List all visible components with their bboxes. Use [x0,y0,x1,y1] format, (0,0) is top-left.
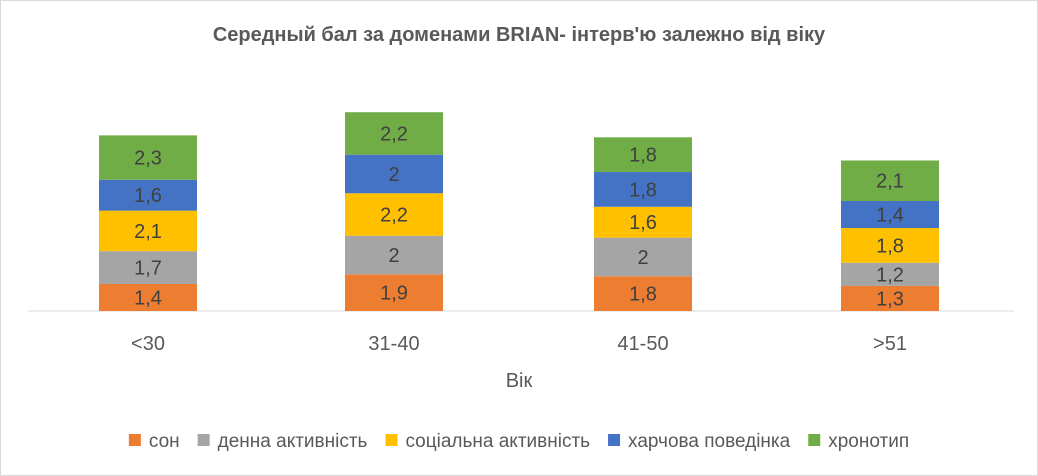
bar-segment [345,112,443,155]
legend-swatch-3 [385,434,398,446]
x-tick-label: <30 [131,333,165,355]
legend-label-3: соціальна активність [405,431,590,452]
bar-segment [99,283,197,311]
data-label: 2,2 [380,205,408,227]
bar-segment [841,262,939,286]
legend-swatch-4 [608,434,621,446]
x-tick-label: 31-40 [368,333,419,355]
bar-segment [594,172,692,207]
bar-segment [345,154,443,194]
data-label: 1,6 [629,212,657,234]
chart-title: Середный бал за доменами BRIAN- інтерв'ю… [213,24,826,46]
legend-swatch-5 [808,434,821,446]
data-label: 1,8 [629,145,657,167]
data-label: 1,8 [629,179,657,201]
bar-segment [345,235,443,275]
bar-segment [99,251,197,284]
data-label: 1,4 [134,287,162,309]
bar-segment [841,160,939,201]
bar-segment [841,200,939,229]
data-label: 1,8 [629,284,657,306]
data-label: 1,9 [380,283,408,305]
bar-segment [594,237,692,277]
data-label: 2,1 [134,221,162,243]
bar-segment [841,228,939,263]
data-label: 2 [388,164,399,186]
legend-label-1: сон [149,431,180,452]
data-label: 2 [637,247,648,269]
data-label: 1,2 [876,264,904,286]
data-label: 1,3 [876,288,904,310]
data-label: 2,2 [380,123,408,145]
x-tick-labels: <30 31-40 41-50 >51 [131,333,907,355]
bar-segment [99,179,197,211]
data-label: 2,1 [876,171,904,193]
bar-segment [594,206,692,238]
legend-swatch-1 [128,434,141,446]
legend: сон денна активність соціальна активність х… [128,431,909,452]
bar-segment [99,135,197,180]
legend-label-2: денна активність [218,431,368,452]
x-tick-label: >51 [873,333,907,355]
bar-segment [345,193,443,236]
x-axis-label: Вік [506,370,533,392]
data-label: 1,4 [876,205,904,227]
bar-segment [99,210,197,252]
data-label: 2 [388,245,399,267]
bar-segment [594,276,692,311]
x-tick-label: 41-50 [617,333,668,355]
legend-swatch-2 [197,434,210,446]
legend-label-4: харчова поведінка [628,431,791,452]
bar-segment [841,285,939,311]
bar-segment [594,137,692,173]
bars-group: 1,4 1,7 2,1 1,6 2,3 1,9 2 2,2 2 2,2 1,8 2 1,6 1,8 1,8 1… [99,112,939,311]
data-label: 1,8 [876,235,904,257]
data-label: 1,7 [134,258,162,280]
data-label: 1,6 [134,185,162,207]
legend-label-5: хронотип [828,431,909,452]
data-label: 2,3 [134,148,162,170]
bar-segment [345,274,443,311]
